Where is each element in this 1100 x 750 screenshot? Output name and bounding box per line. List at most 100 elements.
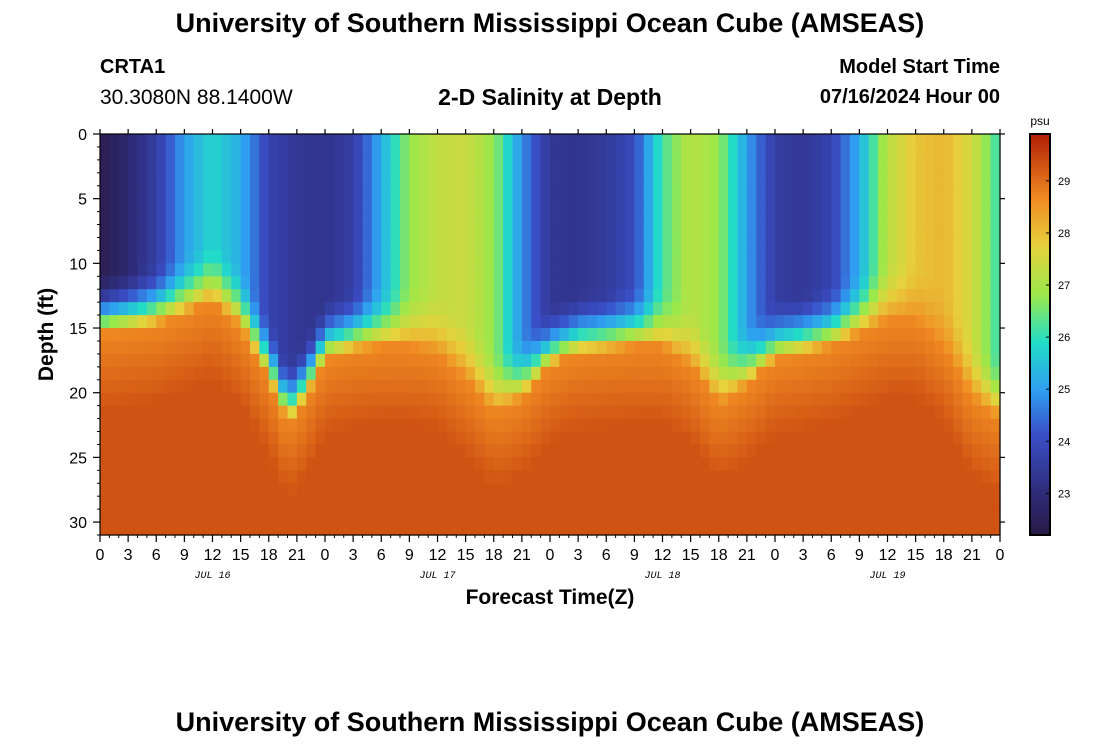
heatmap-cell [540, 185, 551, 200]
heatmap-cell [690, 431, 701, 446]
heatmap-cell [840, 172, 851, 187]
heatmap-cell [371, 353, 382, 368]
heatmap-cell [690, 159, 701, 174]
heatmap-cell [765, 159, 776, 174]
heatmap-cell [221, 470, 232, 484]
y-tick-label: 0 [78, 127, 87, 144]
heatmap-cell [606, 172, 617, 187]
heatmap-cell [662, 146, 673, 161]
heatmap-cell [334, 146, 345, 161]
heatmap-cell [334, 224, 345, 239]
heatmap-cell [156, 211, 167, 226]
heatmap-cell [896, 263, 907, 277]
heatmap-cell [906, 496, 917, 510]
heatmap-cell [784, 457, 795, 471]
heatmap-cell [868, 366, 879, 381]
heatmap-cell [193, 483, 204, 497]
heatmap-cell [859, 457, 870, 471]
heatmap-cell [193, 405, 204, 420]
heatmap-cell [165, 185, 176, 200]
heatmap-cell [643, 172, 654, 187]
heatmap-cell [512, 172, 523, 187]
heatmap-cell [128, 457, 139, 471]
heatmap-cell [184, 353, 195, 368]
heatmap-cell [259, 392, 270, 407]
heatmap-cell [925, 418, 935, 433]
heatmap-cell [184, 379, 195, 394]
heatmap-cell [353, 250, 364, 264]
heatmap-cell [681, 263, 692, 277]
heatmap-cell [662, 457, 673, 471]
heatmap-cell [859, 431, 870, 446]
heatmap-cell [175, 340, 185, 355]
heatmap-cell [643, 340, 654, 355]
heatmap-cell [362, 315, 373, 329]
heatmap-cell [625, 340, 635, 355]
heatmap-cell [156, 509, 167, 523]
heatmap-cell [175, 276, 185, 290]
heatmap-cell [231, 522, 242, 536]
heatmap-cell [550, 185, 560, 200]
heatmap-cell [381, 302, 392, 316]
heatmap-cell [878, 366, 889, 381]
heatmap-cell [193, 509, 204, 523]
heatmap-cell [231, 289, 242, 303]
heatmap-cell [634, 418, 645, 433]
heatmap-cell [953, 237, 964, 252]
heatmap-cell [146, 172, 157, 187]
heatmap-cell [643, 496, 654, 510]
heatmap-cell [146, 185, 157, 200]
heatmap-cell [887, 224, 898, 239]
heatmap-cell [146, 431, 157, 446]
heatmap-cell [175, 289, 185, 303]
heatmap-cell [831, 315, 842, 329]
heatmap-cell [578, 444, 589, 458]
heatmap-cell [296, 509, 307, 523]
heatmap-cell [465, 483, 476, 497]
heatmap-cell [681, 366, 692, 381]
heatmap-cell [231, 237, 242, 252]
heatmap-cell [606, 315, 617, 329]
heatmap-cell [906, 315, 917, 329]
heatmap-cell [653, 379, 664, 394]
heatmap-cell [962, 211, 973, 226]
y-tick-label: 25 [69, 450, 87, 467]
heatmap-cell [268, 302, 279, 316]
heatmap-cell [971, 496, 982, 510]
heatmap-cell [746, 146, 757, 161]
heatmap-cell [896, 379, 907, 394]
heatmap-cell [175, 470, 185, 484]
heatmap-cell [653, 211, 664, 226]
heatmap-cell [756, 457, 767, 471]
heatmap-cell [259, 276, 270, 290]
heatmap-cell [484, 366, 495, 381]
heatmap-cell [456, 509, 467, 523]
heatmap-cell [446, 444, 457, 458]
heatmap-cell [550, 444, 560, 458]
heatmap-cell [700, 405, 710, 420]
heatmap-cell [175, 211, 185, 226]
heatmap-cell [456, 522, 467, 536]
heatmap-cell [278, 250, 289, 264]
heatmap-cell [100, 211, 110, 226]
heatmap-cell [278, 289, 289, 303]
x-tick-label: 12 [429, 547, 447, 564]
heatmap-cell [615, 340, 626, 355]
heatmap-cell [325, 198, 335, 213]
heatmap-cell [193, 237, 204, 252]
heatmap-cell [775, 134, 785, 148]
heatmap-cell [812, 509, 823, 523]
heatmap-cell [137, 483, 148, 497]
heatmap-cell [128, 146, 139, 161]
heatmap-cell [118, 302, 129, 316]
heatmap-cell [990, 470, 1001, 484]
heatmap-cell [390, 224, 401, 239]
heatmap-cell [550, 289, 560, 303]
heatmap-cell [221, 237, 232, 252]
heatmap-cell [925, 159, 935, 174]
colorbar-tick-label: 28 [1058, 228, 1070, 240]
heatmap-cell [193, 457, 204, 471]
heatmap-cell [700, 159, 710, 174]
heatmap-cell [746, 392, 757, 407]
heatmap-cell [362, 353, 373, 368]
